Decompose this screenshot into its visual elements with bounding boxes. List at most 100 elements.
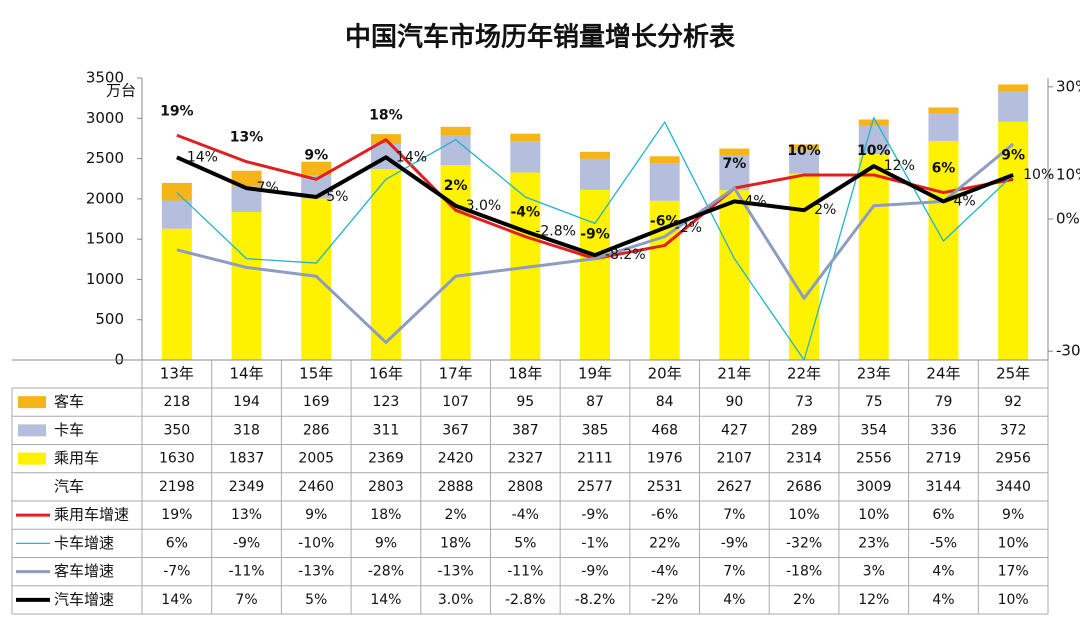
y-axis-unit: 万台 [106,82,136,100]
table-cell: 336 [930,422,957,438]
bar-segment [301,198,332,360]
table-cell: -7% [163,564,190,580]
table-cell: 311 [373,422,400,438]
data-label: 18% [369,108,403,124]
bar-segment [789,144,820,151]
table-cell: -4% [651,564,678,580]
table-cell: 3144 [926,479,962,495]
line-series [176,155,1014,258]
table-cell: 2460 [298,479,334,495]
legend-label: 乘用车 [54,449,99,467]
table-cell: -9% [581,507,608,523]
table-cell: -9% [233,535,260,551]
table-cell: 367 [442,422,469,438]
legend-key [18,452,46,465]
data-label: -9% [580,227,610,243]
table-cell: 3009 [856,479,892,495]
table-cell: 354 [860,422,887,438]
table-cell: 318 [233,422,260,438]
bar-segment [928,107,959,114]
table-cell: 2956 [995,451,1031,467]
table-cell: -1% [581,535,608,551]
x-tick-label: 13年 [160,365,194,383]
data-label: -8.2% [605,247,646,263]
table-cell: 10% [858,507,889,523]
data-label: 4% [953,193,975,209]
x-tick-label: 23年 [857,365,891,383]
table-cell: 12% [858,592,889,608]
table-cell: 2% [793,592,815,608]
legend-label: 汽车增速 [54,590,114,608]
x-tick-label: 25年 [996,365,1030,383]
table-cell: 18% [370,507,401,523]
table-cell: 19% [161,507,192,523]
table-cell: -9% [581,564,608,580]
data-label: 3.0% [466,198,502,214]
legend-label: 汽车 [54,477,84,495]
table-cell: 2005 [298,451,334,467]
bar-segment [301,161,332,176]
table-cell: 1837 [229,451,265,467]
bar-segment [998,84,1029,92]
table-cell: 169 [303,394,330,410]
bar-segment [161,182,192,201]
bar-segment [998,91,1029,122]
legend-label: 客车增速 [54,562,114,580]
table-cell: 10% [998,592,1029,608]
table-cell: -13% [298,564,334,580]
table-cell: 2808 [507,479,543,495]
bar-segment [719,190,750,360]
table-cell: 1976 [647,451,683,467]
table-cell: -6% [651,507,678,523]
y-tick-label: 2500 [86,149,124,167]
line-series [176,142,1015,344]
table-cell: 123 [373,394,400,410]
table-cell: 2111 [577,451,613,467]
table-cell: 2198 [159,479,195,495]
x-tick-label: 14年 [229,365,263,383]
y-tick-label: 500 [95,310,124,328]
table-cell: -28% [368,564,404,580]
data-label: 10% [1023,167,1054,183]
data-label: 14% [396,149,427,165]
table-cell: -11% [228,564,264,580]
table-cell: 6% [932,507,954,523]
bar-segment [580,158,610,190]
data-label: 5% [326,189,348,205]
x-tick-label: 21年 [717,365,751,383]
bar-segment [161,200,192,229]
table-cell: 22% [649,535,680,551]
table-cell: 3440 [995,479,1031,495]
bar-segment [440,126,471,136]
data-label: 4% [744,193,766,209]
table-cell: -11% [507,564,543,580]
table-cell: 7% [723,507,745,523]
x-tick-label: 22年 [787,365,821,383]
legend-label: 乘用车增速 [54,506,129,524]
table-cell: -18% [786,564,822,580]
x-tick-label: 24年 [926,365,960,383]
x-tick-label: 18年 [508,365,542,383]
y-tick-label: 3000 [86,109,124,127]
table-cell: 385 [582,422,609,438]
table-cell: 2577 [577,479,613,495]
x-tick-label: 19年 [578,365,612,383]
table-cell: 14% [161,592,192,608]
bar-segment [161,228,192,360]
bar-segment [649,156,680,164]
chart-title: 中国汽车市场历年销量增长分析表 [345,22,736,53]
x-tick-label: 17年 [439,365,473,383]
bar-segment [510,141,541,173]
table-cell: 3% [863,564,885,580]
table-cell: -5% [930,535,957,551]
table-cell: 95 [516,394,534,410]
table-cell: 2327 [507,451,543,467]
bar-segment [789,150,820,174]
table-cell: -2% [651,592,678,608]
table-cell: 9% [305,507,327,523]
data-label: 7% [722,156,746,172]
table-cell: 286 [303,422,330,438]
table-cell: 5% [305,592,327,608]
y-tick-label: 2000 [86,189,124,207]
data-label: 14% [187,149,218,165]
